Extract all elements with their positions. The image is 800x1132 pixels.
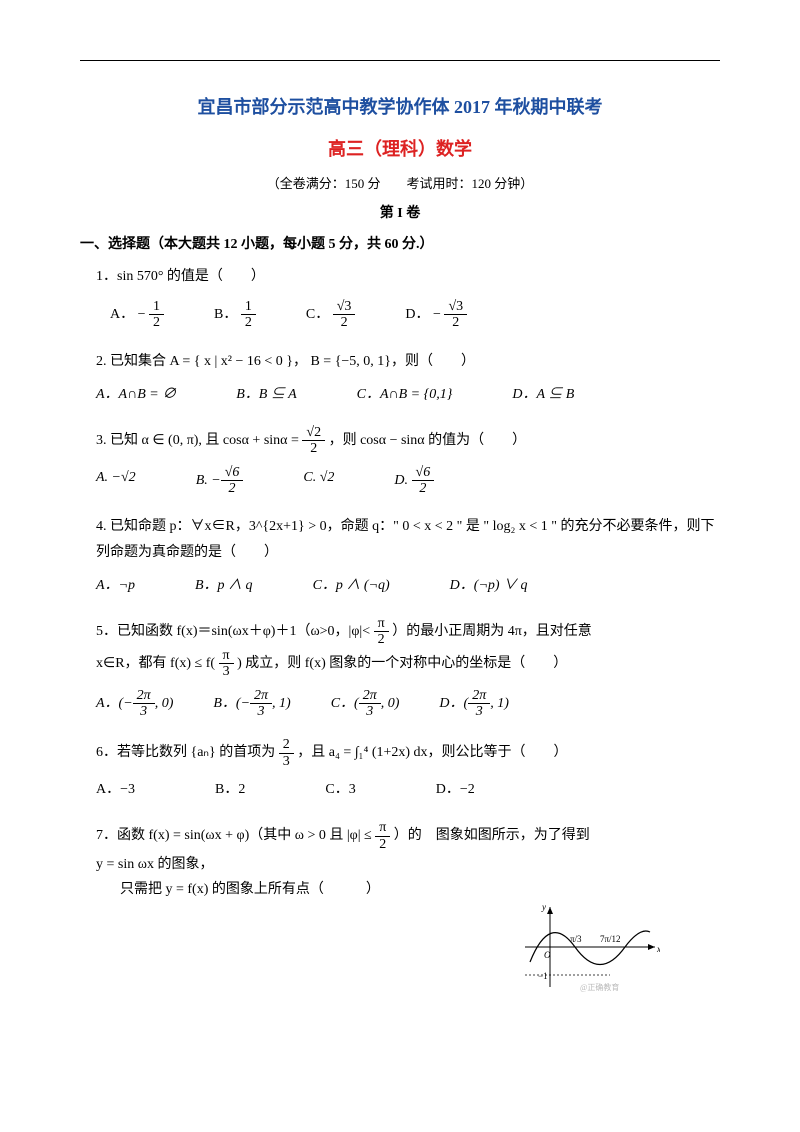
q4-opt-D: D．(¬p) ∨ q — [450, 573, 528, 598]
q2-opt-C: C．A∩B = {0,1} — [357, 382, 453, 407]
q4-opt-C: C．p ∧ (¬q) — [313, 573, 390, 598]
q2-stem: 2. 已知集合 A = { x | x² − 16 < 0 }， B = {−5… — [96, 349, 720, 374]
q7-graph: x y π/3 7π/12 −1 @正确教育 O — [520, 902, 660, 992]
question-2: 2. 已知集合 A = { x | x² − 16 < 0 }， B = {−5… — [80, 349, 720, 407]
exam-title-line2: 高三（理科）数学 — [80, 133, 720, 165]
question-4: 4. 已知命题 p：∀x∈R，3^{2x+1} > 0，命题 q：" 0 < x… — [80, 514, 720, 598]
q5-stem-cont: x∈R，都有 f(x) ≤ f( π3 ) 成立，则 f(x) 图象的一个对称中… — [96, 648, 720, 680]
q6-opt-D: D．−2 — [436, 777, 475, 802]
exam-title-line1: 宜昌市部分示范高中教学协作体 2017 年秋期中联考 — [80, 91, 720, 123]
q1-opt-C: C． √32 — [306, 299, 356, 331]
q5-opt-C: C．(2π3, 0) — [331, 688, 400, 720]
q5-opt-A: A．(−2π3, 0) — [96, 688, 173, 720]
question-1: 1．sin 570° 的值是（ ） A． − 12 B． 12 C． √32 D… — [80, 264, 720, 331]
graph-label-7pi12: 7π/12 — [600, 934, 621, 944]
q6-opt-B: B．2 — [215, 777, 245, 802]
y-axis-label: y — [541, 902, 546, 912]
q7-stem-3: 只需把 y = f(x) 的图象上所有点（ ） — [120, 877, 720, 902]
q5-opt-B: B．(−2π3, 1) — [213, 688, 290, 720]
q1-opt-D: D． − √32 — [405, 299, 467, 331]
exam-subinfo: （全卷满分：150 分 考试用时：120 分钟） — [80, 172, 720, 195]
q4-opt-B: B．p ∧ q — [195, 573, 253, 598]
q3-opt-D: D. √62 — [394, 465, 434, 497]
q2-opt-A: A．A∩B = ∅ — [96, 382, 176, 407]
q7-stem: 7．函数 f(x) = sin(ωx + φ)（其中 ω > 0 且 |φ| ≤… — [96, 820, 720, 852]
graph-label-pi3: π/3 — [570, 934, 582, 944]
q2-opt-B: B．B ⊆ A — [236, 382, 296, 407]
q3-opt-C: C. √2 — [303, 465, 334, 497]
question-6: 6．若等比数列 {aₙ} 的首项为 23 ，且 a₄ = ∫₁⁴ (1+2x) … — [80, 737, 720, 802]
section-1-heading: 一、选择题（本大题共 12 小题，每小题 5 分，共 60 分.） — [80, 232, 720, 257]
question-3: 3. 已知 α ∈ (0, π), 且 cosα + sinα = √22 ，则… — [80, 425, 720, 497]
q5-stem: 5．已知函数 f(x)＝sin(ωx＋φ)＋1（ω>0，|φ|< π2 ）的最小… — [96, 616, 720, 648]
q3-opt-B: B. −√62 — [196, 465, 244, 497]
q4-opt-A: A．¬p — [96, 573, 135, 598]
svg-text:O: O — [544, 950, 551, 960]
q1-opt-A: A． − 12 — [110, 299, 164, 331]
q1-options: A． − 12 B． 12 C． √32 D． − √32 — [110, 299, 720, 331]
q4-stem: 4. 已知命题 p：∀x∈R，3^{2x+1} > 0，命题 q：" 0 < x… — [96, 514, 720, 564]
q2-opt-D: D．A ⊆ B — [512, 382, 574, 407]
q4-options: A．¬p B．p ∧ q C．p ∧ (¬q) D．(¬p) ∨ q — [96, 573, 720, 598]
q1-stem: 1．sin 570° 的值是（ ） — [96, 264, 720, 289]
q3-stem: 3. 已知 α ∈ (0, π), 且 cosα + sinα = √22 ，则… — [96, 425, 720, 457]
q5-options: A．(−2π3, 0) B．(−2π3, 1) C．(2π3, 0) D．(2π… — [96, 688, 720, 720]
q6-opt-C: C．3 — [325, 777, 355, 802]
top-rule — [80, 60, 720, 61]
q6-opt-A: A．−3 — [96, 777, 135, 802]
q3-opt-A: A. −√2 — [96, 465, 136, 497]
q5-opt-D: D．(2π3, 1) — [439, 688, 508, 720]
q2-options: A．A∩B = ∅ B．B ⊆ A C．A∩B = {0,1} D．A ⊆ B — [96, 382, 720, 407]
watermark: @正确教育 — [580, 982, 619, 992]
graph-neg1: −1 — [538, 971, 548, 981]
q3-options: A. −√2 B. −√62 C. √2 D. √62 — [96, 465, 720, 497]
q6-options: A．−3 B．2 C．3 D．−2 — [96, 777, 720, 802]
question-5: 5．已知函数 f(x)＝sin(ωx＋φ)＋1（ω>0，|φ|< π2 ）的最小… — [80, 616, 720, 719]
q6-stem: 6．若等比数列 {aₙ} 的首项为 23 ，且 a₄ = ∫₁⁴ (1+2x) … — [96, 737, 720, 769]
volume-label: 第 I 卷 — [80, 201, 720, 226]
question-7: 7．函数 f(x) = sin(ωx + φ)（其中 ω > 0 且 |φ| ≤… — [80, 820, 720, 902]
q1-opt-B: B． 12 — [214, 299, 256, 331]
x-axis-label: x — [656, 944, 660, 954]
q7-stem-2: y = sin ωx 的图象， — [96, 852, 720, 877]
